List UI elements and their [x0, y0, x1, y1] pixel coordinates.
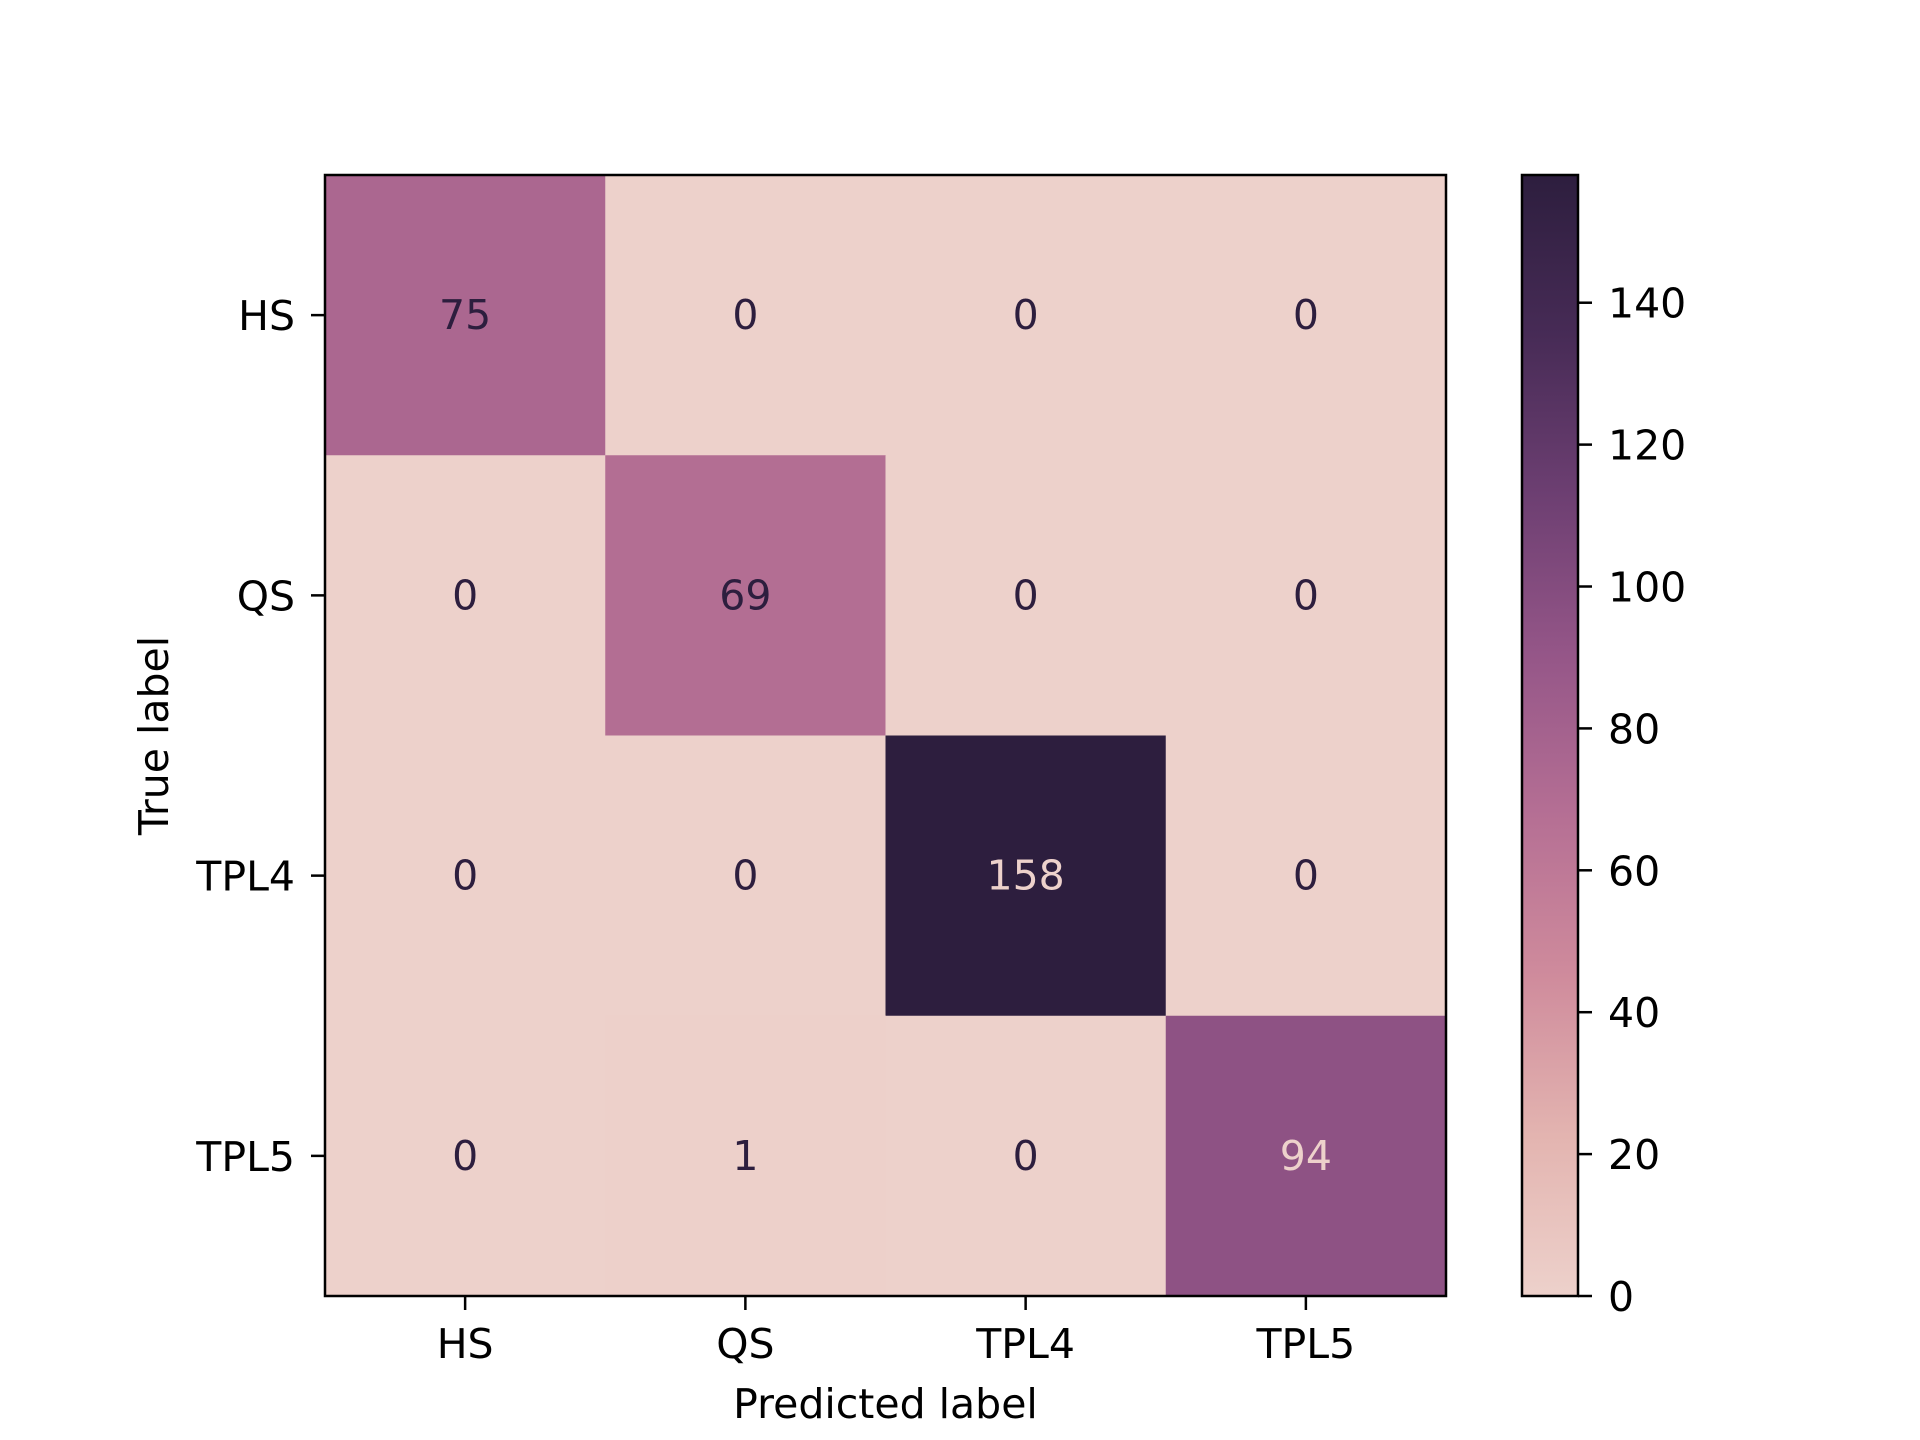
heatmap-cell — [885, 1015, 1167, 1297]
cell-value-label: 0 — [452, 571, 478, 619]
heatmap-cell — [605, 175, 886, 456]
cell-value-label: 0 — [452, 852, 478, 900]
cell-value-label: 0 — [1293, 852, 1319, 900]
colorbar-tick-label: 100 — [1608, 564, 1686, 612]
colorbar-axis: 0 20 40 60 80 100 120 140 — [1578, 280, 1686, 1321]
heatmap-cell — [1165, 735, 1447, 1017]
colorbar-tick-label: 20 — [1608, 1131, 1660, 1179]
y-axis-title: True label — [130, 636, 178, 836]
heatmap-cell — [885, 735, 1167, 1017]
colorbar-tick-label: 120 — [1608, 422, 1686, 470]
cell-value-label: 0 — [732, 291, 758, 339]
cell-value-label: 0 — [1293, 291, 1319, 339]
x-tick-label: TPL4 — [975, 1320, 1075, 1368]
colorbar-tick-label: 80 — [1608, 705, 1660, 753]
heatmap-cell — [1165, 455, 1447, 736]
cell-value-label: 69 — [719, 571, 771, 619]
y-axis: HS QS TPL4 TPL5 — [195, 292, 325, 1181]
heatmap-cell — [605, 1015, 886, 1297]
heatmap-cell — [325, 175, 606, 456]
x-axis: HS QS TPL4 TPL5 — [437, 1296, 1356, 1368]
x-tick-label: QS — [716, 1320, 774, 1368]
cell-value-label: 0 — [1013, 291, 1039, 339]
cell-value-label: 0 — [1013, 571, 1039, 619]
colorbar — [1520, 173, 1580, 1298]
heatmap-cell — [325, 1015, 606, 1297]
y-tick-label: TPL4 — [195, 853, 295, 901]
plot-frame — [323, 173, 1448, 1298]
heatmap-cells: 75 0 0 0 0 69 0 0 0 0 158 0 0 1 0 94 — [325, 175, 1447, 1297]
x-tick-label: HS — [437, 1320, 494, 1368]
x-tick-label: TPL5 — [1256, 1320, 1356, 1368]
heatmap-cell — [325, 735, 606, 1017]
colorbar-tick-label: 60 — [1608, 847, 1660, 895]
heatmap-cell — [605, 735, 886, 1017]
cell-value-label: 0 — [732, 852, 758, 900]
heatmap-cell — [885, 175, 1167, 456]
heatmap-cell — [325, 455, 606, 736]
cell-value-label: 0 — [1013, 1132, 1039, 1180]
colorbar-tick-label: 140 — [1608, 280, 1686, 328]
heatmap-cell — [1165, 1015, 1447, 1297]
cell-value-label: 158 — [986, 852, 1064, 900]
y-tick-label: TPL5 — [195, 1133, 295, 1181]
cell-value-label: 0 — [1293, 571, 1319, 619]
cell-value-label: 0 — [452, 1132, 478, 1180]
cell-value-label: 94 — [1280, 1132, 1332, 1180]
colorbar-tick-label: 40 — [1608, 989, 1660, 1037]
heatmap-cell — [885, 455, 1167, 736]
colorbar-tick-label: 0 — [1608, 1273, 1634, 1321]
heatmap-cell — [1165, 175, 1447, 456]
cell-value-label: 1 — [732, 1132, 758, 1180]
y-tick-label: QS — [237, 572, 295, 620]
y-tick-label: HS — [238, 292, 295, 340]
x-axis-title: Predicted label — [733, 1380, 1038, 1428]
cell-value-label: 75 — [439, 291, 491, 339]
heatmap-cell — [605, 455, 886, 736]
